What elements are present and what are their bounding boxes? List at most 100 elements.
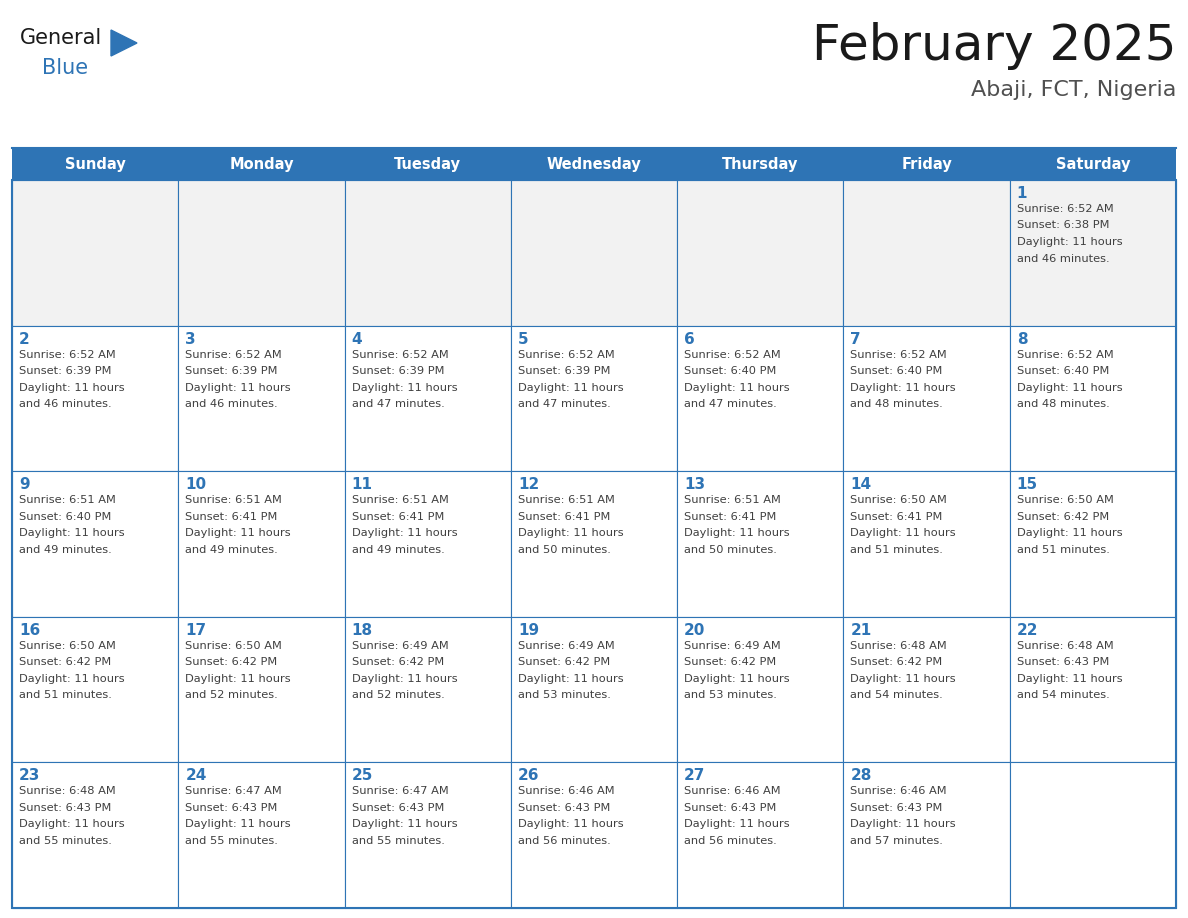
Text: 12: 12 xyxy=(518,477,539,492)
Text: 25: 25 xyxy=(352,768,373,783)
Bar xyxy=(12,148,1176,180)
Text: Friday: Friday xyxy=(902,156,952,172)
Text: Sunrise: 6:52 AM: Sunrise: 6:52 AM xyxy=(851,350,947,360)
Text: 20: 20 xyxy=(684,622,706,638)
Bar xyxy=(1010,763,1176,908)
Text: and 49 minutes.: and 49 minutes. xyxy=(185,544,278,554)
Text: Sunrise: 6:51 AM: Sunrise: 6:51 AM xyxy=(684,495,781,505)
Text: and 47 minutes.: and 47 minutes. xyxy=(684,399,777,409)
Bar xyxy=(178,763,345,908)
Text: Thursday: Thursday xyxy=(722,156,798,172)
Text: 22: 22 xyxy=(1017,622,1038,638)
Text: Daylight: 11 hours: Daylight: 11 hours xyxy=(19,820,125,829)
Text: 17: 17 xyxy=(185,622,207,638)
Bar xyxy=(1010,180,1176,326)
Text: and 48 minutes.: and 48 minutes. xyxy=(1017,399,1110,409)
Text: 28: 28 xyxy=(851,768,872,783)
Bar xyxy=(511,763,677,908)
Bar xyxy=(345,180,511,326)
Text: Sunset: 6:40 PM: Sunset: 6:40 PM xyxy=(19,511,112,521)
Text: Sunrise: 6:50 AM: Sunrise: 6:50 AM xyxy=(19,641,116,651)
Text: Sunset: 6:43 PM: Sunset: 6:43 PM xyxy=(518,803,611,813)
Text: Daylight: 11 hours: Daylight: 11 hours xyxy=(684,820,790,829)
Text: Daylight: 11 hours: Daylight: 11 hours xyxy=(684,674,790,684)
Text: Daylight: 11 hours: Daylight: 11 hours xyxy=(352,820,457,829)
Text: Sunset: 6:43 PM: Sunset: 6:43 PM xyxy=(851,803,943,813)
Text: Sunrise: 6:48 AM: Sunrise: 6:48 AM xyxy=(851,641,947,651)
Bar xyxy=(677,180,843,326)
Bar xyxy=(677,617,843,763)
Text: Monday: Monday xyxy=(229,156,293,172)
Text: and 47 minutes.: and 47 minutes. xyxy=(518,399,611,409)
Text: Sunset: 6:43 PM: Sunset: 6:43 PM xyxy=(1017,657,1110,667)
Text: and 49 minutes.: and 49 minutes. xyxy=(352,544,444,554)
Text: Sunset: 6:43 PM: Sunset: 6:43 PM xyxy=(19,803,112,813)
Text: and 56 minutes.: and 56 minutes. xyxy=(684,836,777,845)
Text: and 51 minutes.: and 51 minutes. xyxy=(19,690,112,700)
Text: Daylight: 11 hours: Daylight: 11 hours xyxy=(352,674,457,684)
Text: Sunrise: 6:51 AM: Sunrise: 6:51 AM xyxy=(518,495,614,505)
Bar xyxy=(12,617,178,763)
Text: Sunrise: 6:51 AM: Sunrise: 6:51 AM xyxy=(185,495,283,505)
Text: 11: 11 xyxy=(352,477,373,492)
Text: Daylight: 11 hours: Daylight: 11 hours xyxy=(1017,383,1123,393)
Bar xyxy=(677,471,843,617)
Text: 16: 16 xyxy=(19,622,40,638)
Text: Sunset: 6:39 PM: Sunset: 6:39 PM xyxy=(19,366,112,376)
Text: Sunset: 6:39 PM: Sunset: 6:39 PM xyxy=(352,366,444,376)
Text: 18: 18 xyxy=(352,622,373,638)
Bar xyxy=(345,326,511,471)
Text: Sunset: 6:41 PM: Sunset: 6:41 PM xyxy=(684,511,777,521)
Text: and 51 minutes.: and 51 minutes. xyxy=(851,544,943,554)
Text: Sunset: 6:40 PM: Sunset: 6:40 PM xyxy=(1017,366,1110,376)
Text: Sunset: 6:43 PM: Sunset: 6:43 PM xyxy=(684,803,777,813)
Text: and 52 minutes.: and 52 minutes. xyxy=(185,690,278,700)
Text: Sunrise: 6:46 AM: Sunrise: 6:46 AM xyxy=(518,787,614,797)
Polygon shape xyxy=(110,30,137,56)
Text: 21: 21 xyxy=(851,622,872,638)
Text: 26: 26 xyxy=(518,768,539,783)
Bar xyxy=(12,180,1176,908)
Text: and 52 minutes.: and 52 minutes. xyxy=(352,690,444,700)
Text: Sunrise: 6:46 AM: Sunrise: 6:46 AM xyxy=(851,787,947,797)
Text: Daylight: 11 hours: Daylight: 11 hours xyxy=(1017,528,1123,538)
Text: and 46 minutes.: and 46 minutes. xyxy=(185,399,278,409)
Text: Sunset: 6:38 PM: Sunset: 6:38 PM xyxy=(1017,220,1110,230)
Text: Wednesday: Wednesday xyxy=(546,156,642,172)
Text: Sunset: 6:42 PM: Sunset: 6:42 PM xyxy=(1017,511,1108,521)
Text: Sunset: 6:40 PM: Sunset: 6:40 PM xyxy=(684,366,777,376)
Text: Daylight: 11 hours: Daylight: 11 hours xyxy=(185,383,291,393)
Text: Daylight: 11 hours: Daylight: 11 hours xyxy=(518,528,624,538)
Text: and 46 minutes.: and 46 minutes. xyxy=(19,399,112,409)
Text: and 48 minutes.: and 48 minutes. xyxy=(851,399,943,409)
Text: and 55 minutes.: and 55 minutes. xyxy=(185,836,278,845)
Text: 5: 5 xyxy=(518,331,529,347)
Text: 14: 14 xyxy=(851,477,872,492)
Text: and 51 minutes.: and 51 minutes. xyxy=(1017,544,1110,554)
Text: and 54 minutes.: and 54 minutes. xyxy=(1017,690,1110,700)
Text: Sunset: 6:43 PM: Sunset: 6:43 PM xyxy=(352,803,444,813)
Text: and 54 minutes.: and 54 minutes. xyxy=(851,690,943,700)
Text: Abaji, FCT, Nigeria: Abaji, FCT, Nigeria xyxy=(971,80,1176,100)
Text: and 49 minutes.: and 49 minutes. xyxy=(19,544,112,554)
Text: Daylight: 11 hours: Daylight: 11 hours xyxy=(518,820,624,829)
Text: Sunset: 6:41 PM: Sunset: 6:41 PM xyxy=(518,511,611,521)
Text: Sunrise: 6:49 AM: Sunrise: 6:49 AM xyxy=(518,641,614,651)
Text: 3: 3 xyxy=(185,331,196,347)
Text: and 53 minutes.: and 53 minutes. xyxy=(518,690,611,700)
Text: Sunset: 6:39 PM: Sunset: 6:39 PM xyxy=(185,366,278,376)
Text: and 57 minutes.: and 57 minutes. xyxy=(851,836,943,845)
Text: Saturday: Saturday xyxy=(1056,156,1130,172)
Bar xyxy=(178,180,345,326)
Text: Blue: Blue xyxy=(42,58,88,78)
Text: and 56 minutes.: and 56 minutes. xyxy=(518,836,611,845)
Text: Sunset: 6:41 PM: Sunset: 6:41 PM xyxy=(352,511,444,521)
Text: Sunrise: 6:52 AM: Sunrise: 6:52 AM xyxy=(19,350,115,360)
Bar xyxy=(843,617,1010,763)
Text: 8: 8 xyxy=(1017,331,1028,347)
Bar xyxy=(178,471,345,617)
Text: Sunrise: 6:52 AM: Sunrise: 6:52 AM xyxy=(1017,350,1113,360)
Text: 2: 2 xyxy=(19,331,30,347)
Bar xyxy=(511,326,677,471)
Bar xyxy=(12,180,178,326)
